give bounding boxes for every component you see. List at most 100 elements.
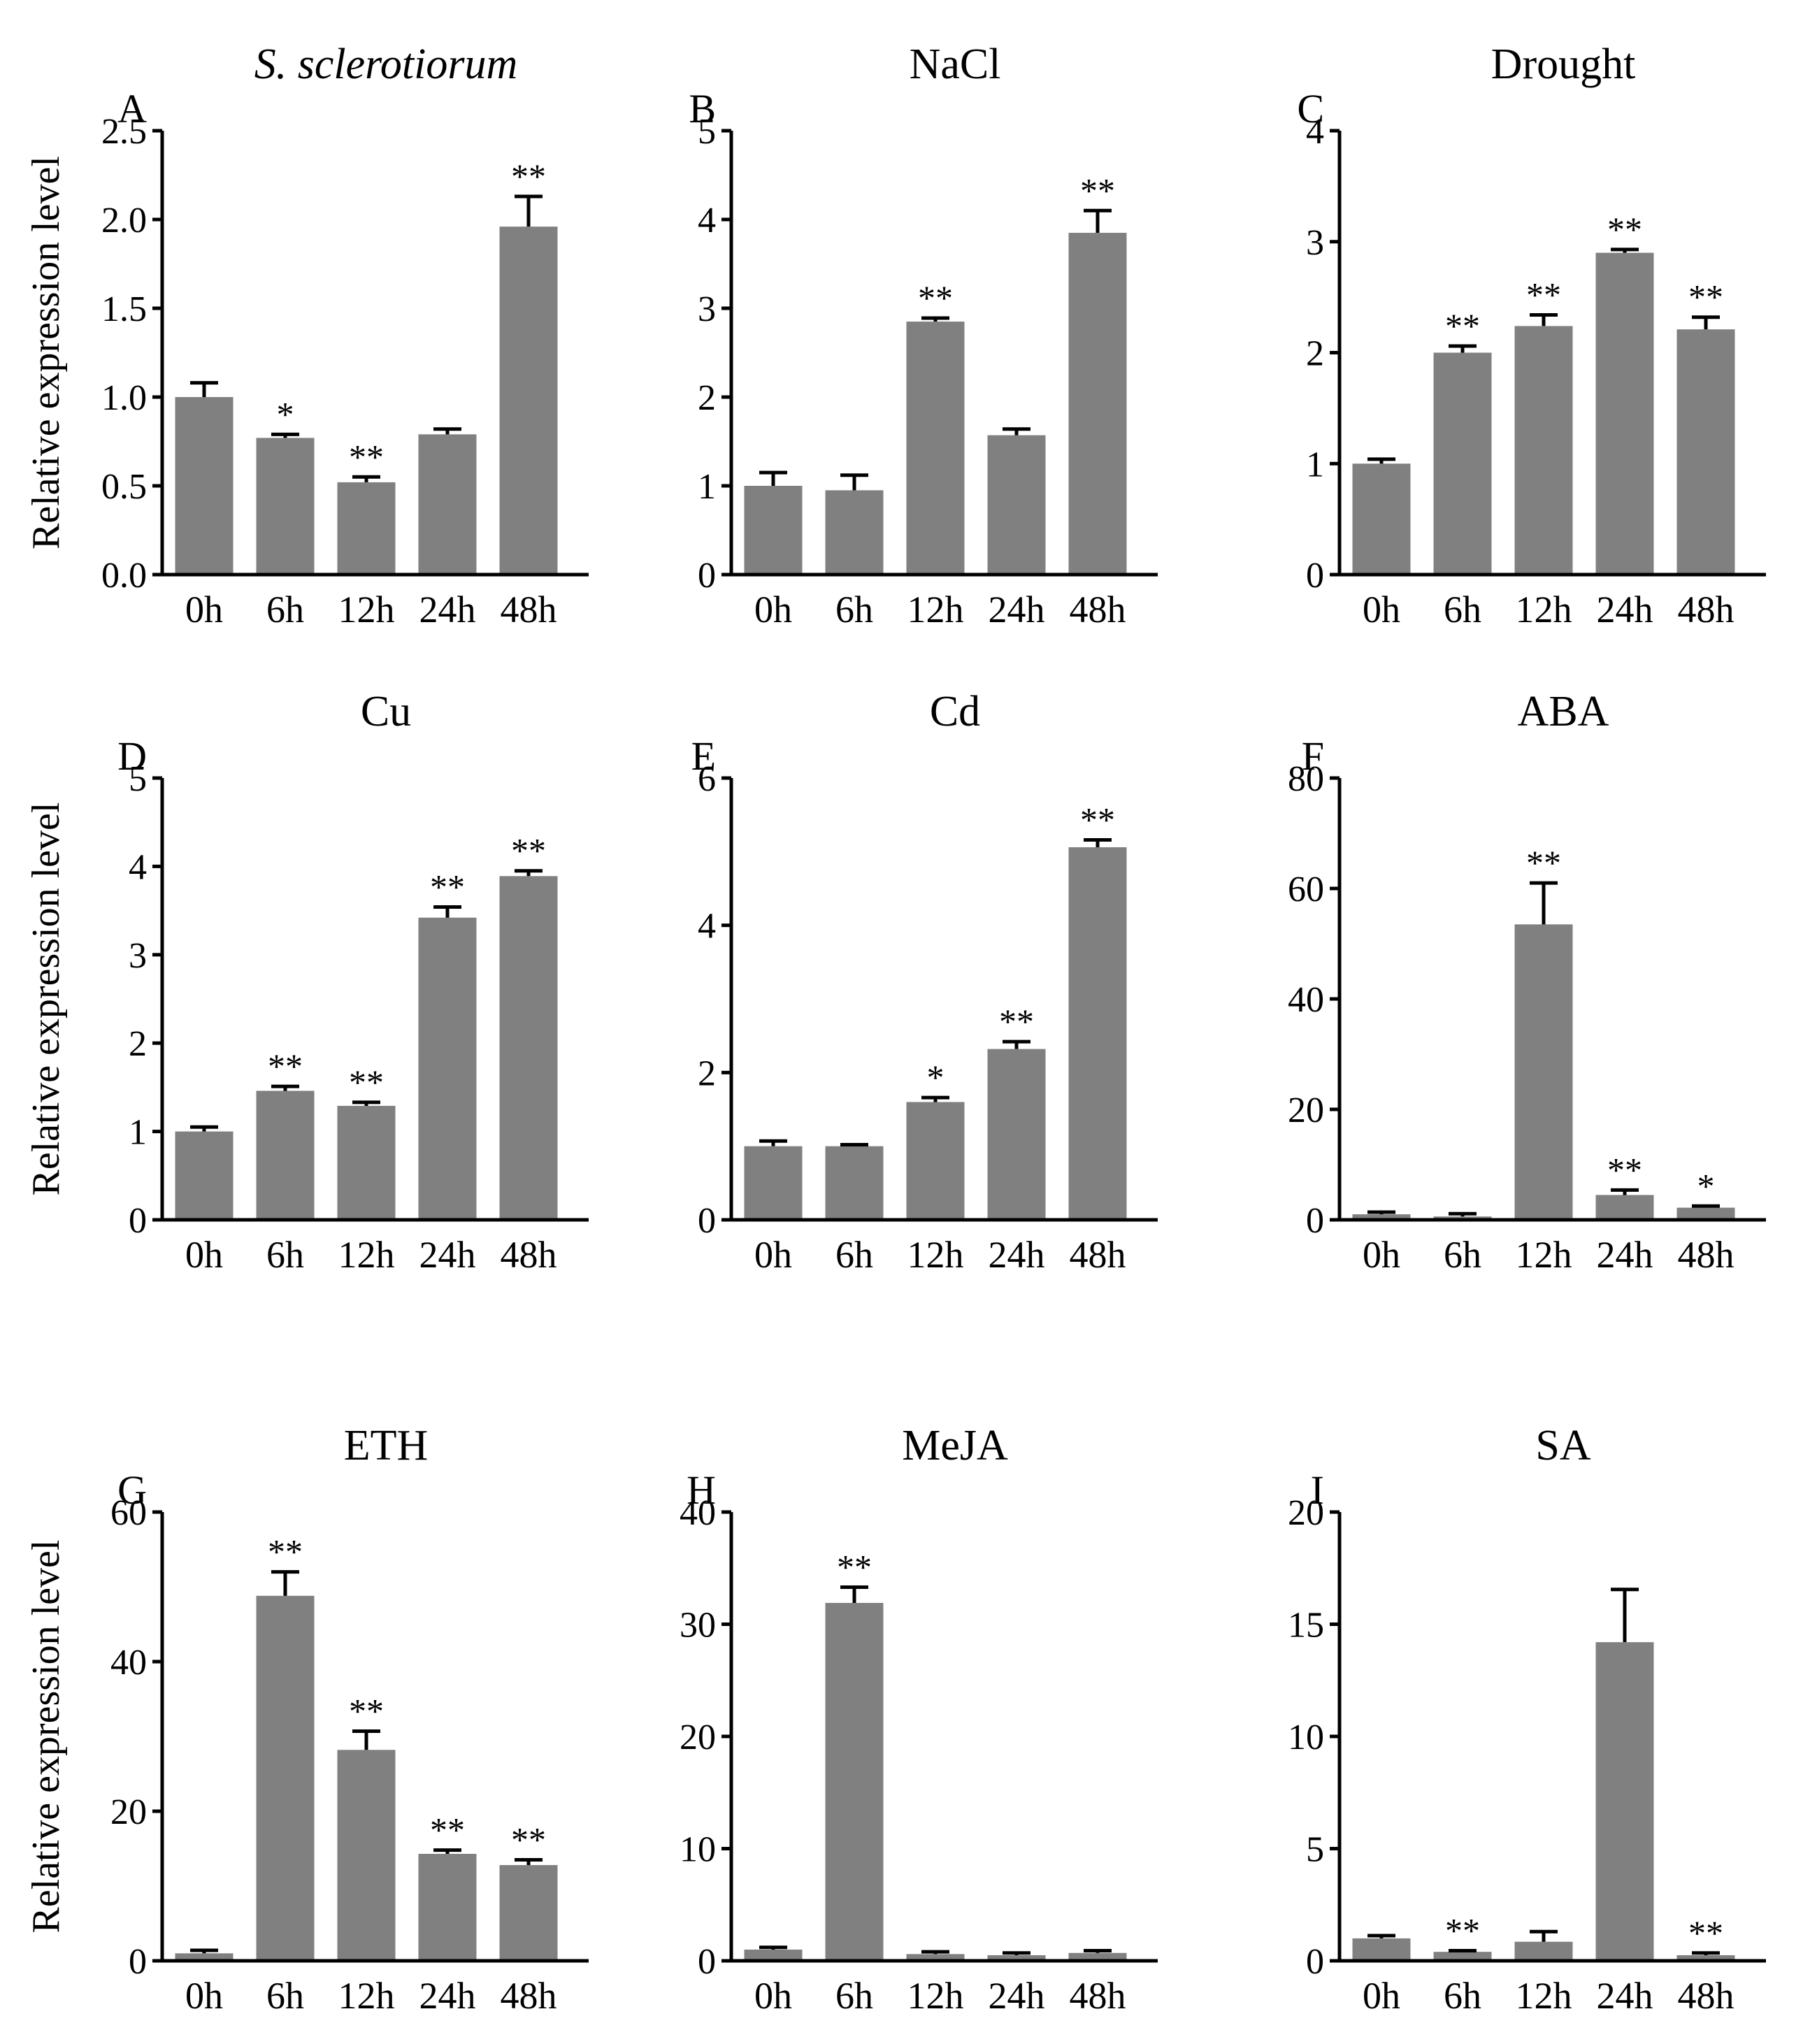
y-tick-label: 0 xyxy=(1306,1201,1324,1241)
x-tick-label: 0h xyxy=(1363,1234,1400,1276)
error-bar xyxy=(271,1570,299,1596)
x-tick-label: 12h xyxy=(1516,589,1572,631)
y-tick-label: 20 xyxy=(1288,1493,1324,1533)
error-bar xyxy=(352,475,380,482)
y-tick-label: 0 xyxy=(129,1201,147,1241)
error-bar xyxy=(1449,1949,1477,1953)
error-bar xyxy=(840,1585,868,1603)
y-tick-label: 0 xyxy=(698,556,716,596)
x-tick-label: 0h xyxy=(754,1234,792,1276)
y-tick-label: 5 xyxy=(129,759,147,799)
bar xyxy=(256,1595,315,1961)
panel-c: Drought C 0h ** 6h ** 12h ** 24h ** 48h 0 1 2 3 4 xyxy=(1297,41,1766,631)
panel-title: Drought xyxy=(1491,41,1636,88)
error-bar xyxy=(759,1945,787,1950)
error-bar xyxy=(515,869,543,877)
error-bar xyxy=(1367,1210,1395,1215)
y-tick-label: 10 xyxy=(680,1830,716,1870)
error-bar xyxy=(759,470,787,486)
error-bar xyxy=(190,1125,218,1132)
bar xyxy=(1514,924,1573,1220)
y-tick-label: 0 xyxy=(129,1942,147,1982)
y-tick-label: 80 xyxy=(1288,759,1324,799)
x-tick-label: 48h xyxy=(1070,1975,1126,2017)
y-tick-label: 3 xyxy=(698,289,716,329)
error-bar xyxy=(515,1858,543,1866)
bar xyxy=(825,1603,884,1961)
significance-marker: ** xyxy=(837,1548,872,1587)
x-tick-label: 12h xyxy=(338,1975,395,2017)
y-tick-label: 2 xyxy=(129,1024,147,1064)
x-tick-label: 0h xyxy=(754,1975,792,2017)
bar xyxy=(1352,1214,1411,1220)
bar xyxy=(1514,1941,1573,1961)
significance-marker: * xyxy=(1697,1166,1715,1205)
y-tick-label: 5 xyxy=(1306,1830,1324,1870)
y-tick-label: 20 xyxy=(110,1792,147,1832)
x-tick-label: 12h xyxy=(907,1234,964,1276)
error-bar xyxy=(433,1848,461,1854)
y-tick-label: 20 xyxy=(1288,1091,1324,1130)
error-bar xyxy=(1367,457,1395,464)
bar xyxy=(418,1853,477,1961)
y-tick-label: 3 xyxy=(129,936,147,976)
x-tick-label: 48h xyxy=(1070,589,1126,631)
bar xyxy=(418,917,477,1220)
bar xyxy=(1595,1195,1654,1220)
error-bar xyxy=(921,1095,949,1102)
error-bar xyxy=(190,1948,218,1954)
error-bar xyxy=(1692,315,1720,330)
y-tick-label: 15 xyxy=(1288,1606,1324,1646)
y-tick-label: 60 xyxy=(1288,870,1324,909)
significance-marker: ** xyxy=(918,278,953,317)
x-tick-label: 6h xyxy=(835,1234,873,1276)
panel-e: Cd E 0h 6h * 12h ** 24h ** 48h 0 2 4 6 xyxy=(691,688,1158,1276)
error-bar xyxy=(1530,881,1558,925)
axis-lines xyxy=(1337,1512,1766,1963)
bar xyxy=(1068,233,1127,575)
x-tick-label: 6h xyxy=(1444,1234,1481,1276)
y-tick-label: 2.5 xyxy=(101,112,147,152)
error-bar xyxy=(1611,1188,1639,1195)
x-tick-label: 6h xyxy=(266,1975,304,2017)
panel-letter: C xyxy=(1297,86,1324,131)
x-tick-label: 24h xyxy=(989,589,1045,631)
significance-marker: ** xyxy=(511,157,546,196)
y-tick-label: 2 xyxy=(1306,334,1324,374)
x-tick-label: 12h xyxy=(907,1975,964,2017)
panel-title: ABA xyxy=(1518,688,1609,735)
significance-marker: ** xyxy=(1080,800,1115,839)
error-bar xyxy=(1367,1934,1395,1938)
error-bar xyxy=(271,1084,299,1091)
x-tick-label: 48h xyxy=(1678,1234,1735,1276)
bar xyxy=(744,1949,803,1961)
y-tick-label: 1.0 xyxy=(101,378,147,418)
x-tick-label: 0h xyxy=(754,589,792,631)
y-tick-label: 2.0 xyxy=(101,201,147,240)
y-tick-label: 40 xyxy=(110,1643,147,1683)
y-tick-label: 40 xyxy=(680,1493,716,1533)
error-bar xyxy=(1692,1951,1720,1955)
y-tick-label: 0 xyxy=(698,1942,716,1982)
panel-letter: A xyxy=(117,86,147,131)
error-bar xyxy=(759,1139,787,1146)
significance-marker: ** xyxy=(511,1820,546,1859)
bar xyxy=(987,435,1046,575)
x-tick-label: 48h xyxy=(1678,1975,1735,2017)
y-tick-label: 20 xyxy=(680,1718,716,1757)
error-bar xyxy=(433,427,461,435)
y-tick-label: 3 xyxy=(1306,223,1324,263)
error-bar xyxy=(1449,1211,1477,1217)
panel-a: S. sclerotiorum A Relative expression leve… xyxy=(24,41,589,631)
bar xyxy=(499,226,558,575)
bar xyxy=(906,1954,965,1961)
error-bar xyxy=(1449,344,1477,353)
significance-marker: ** xyxy=(349,437,384,476)
bar xyxy=(825,490,884,575)
significance-marker: ** xyxy=(1526,275,1561,315)
error-bar xyxy=(1530,1929,1558,1942)
x-tick-label: 6h xyxy=(1444,1975,1481,2017)
panel-title: MeJA xyxy=(902,1422,1008,1469)
x-tick-label: 6h xyxy=(266,1234,304,1276)
significance-marker: ** xyxy=(430,868,465,907)
